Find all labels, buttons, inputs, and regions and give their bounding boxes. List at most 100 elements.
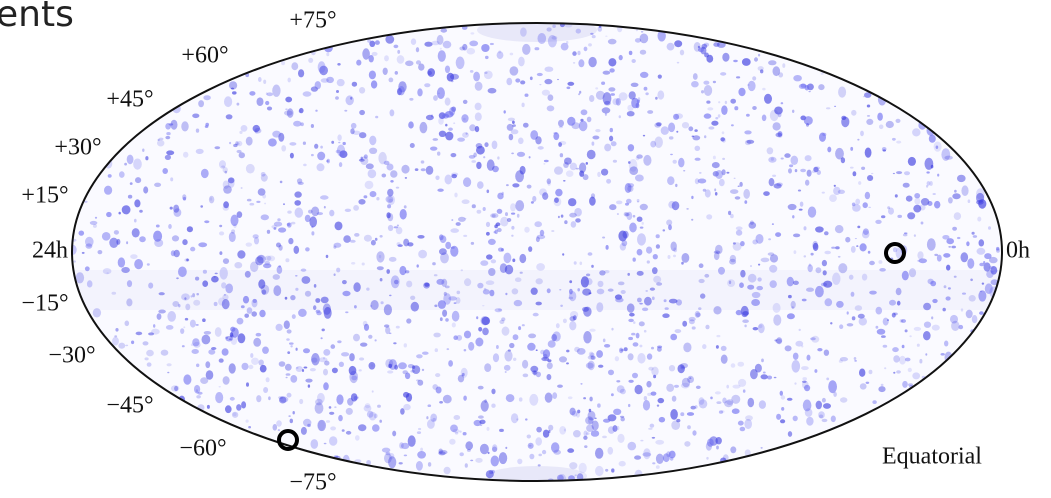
speckle: [640, 439, 644, 442]
speckle: [732, 384, 741, 389]
speckle: [718, 178, 725, 187]
speckle: [167, 311, 176, 322]
speckle: [688, 319, 695, 325]
speckle: [222, 376, 230, 385]
speckle: [715, 437, 722, 445]
speckle: [419, 121, 428, 134]
speckle: [276, 242, 281, 248]
speckle: [367, 169, 377, 179]
speckle: [222, 167, 228, 173]
speckle: [624, 212, 630, 217]
speckle: [567, 396, 573, 400]
speckle: [521, 324, 525, 327]
speckle: [198, 100, 205, 108]
speckle: [265, 377, 270, 383]
speckle: [223, 185, 232, 194]
speckle: [786, 397, 793, 401]
speckle: [729, 258, 737, 265]
speckle: [704, 189, 711, 198]
speckle: [613, 408, 622, 415]
speckle: [276, 265, 283, 274]
speckle: [512, 120, 515, 125]
speckle: [543, 159, 549, 163]
speckle: [198, 242, 208, 248]
speckle: [153, 230, 163, 242]
speckle: [931, 324, 940, 331]
speckle: [703, 80, 710, 85]
speckle: [733, 177, 736, 179]
speckle: [794, 169, 798, 173]
speckle: [908, 268, 917, 278]
speckle: [474, 112, 482, 121]
speckle: [395, 226, 403, 235]
speckle: [558, 119, 564, 127]
speckle: [557, 384, 563, 388]
speckle: [772, 302, 781, 313]
speckle: [445, 318, 449, 322]
speckle: [618, 92, 628, 101]
speckle: [427, 68, 436, 77]
speckle: [506, 123, 514, 131]
speckle: [840, 397, 848, 403]
speckle: [602, 92, 612, 105]
speckle: [368, 362, 376, 370]
speckle: [167, 371, 170, 374]
speckle: [251, 311, 257, 317]
speckle: [662, 229, 666, 232]
speckle: [683, 170, 686, 172]
speckle: [317, 392, 325, 404]
speckle: [417, 379, 424, 386]
speckle: [792, 415, 798, 422]
speckle: [486, 159, 495, 171]
speckle: [424, 282, 430, 287]
speckle: [208, 349, 216, 355]
speckle: [451, 80, 454, 83]
speckle: [698, 278, 705, 284]
speckle: [236, 140, 243, 147]
speckle: [314, 143, 319, 149]
speckle: [768, 238, 771, 241]
speckle: [193, 299, 201, 306]
speckle: [362, 320, 368, 327]
speckle: [819, 132, 826, 142]
speckle: [430, 114, 434, 118]
speckle: [231, 229, 236, 234]
speckle: [482, 289, 490, 295]
speckle: [629, 312, 635, 317]
speckle: [573, 261, 577, 265]
speckle: [822, 270, 827, 276]
speckle: [298, 109, 302, 113]
speckle: [795, 340, 804, 347]
speckle: [643, 86, 648, 91]
speckle: [303, 163, 307, 167]
speckle: [607, 288, 614, 292]
speckle: [381, 447, 391, 453]
speckle: [489, 42, 494, 46]
speckle: [744, 130, 752, 135]
speckle: [383, 160, 390, 165]
speckle: [130, 254, 138, 259]
speckle: [804, 408, 813, 417]
speckle: [311, 357, 318, 363]
speckle: [566, 362, 569, 365]
speckle: [615, 297, 624, 303]
speckle: [720, 137, 725, 142]
speckle: [775, 132, 783, 138]
speckle: [623, 347, 628, 352]
speckle: [214, 146, 221, 150]
speckle: [787, 203, 797, 211]
speckle: [116, 238, 121, 245]
speckle: [857, 313, 865, 319]
speckle: [291, 62, 299, 71]
speckle: [591, 420, 599, 431]
speckle: [547, 94, 554, 101]
speckle: [774, 339, 778, 342]
speckle: [954, 189, 957, 193]
speckle: [388, 332, 392, 335]
speckle: [416, 264, 419, 268]
speckle: [336, 90, 339, 93]
speckle: [492, 353, 500, 363]
speckle: [932, 298, 938, 304]
speckle: [273, 221, 283, 227]
speckle: [303, 366, 308, 369]
